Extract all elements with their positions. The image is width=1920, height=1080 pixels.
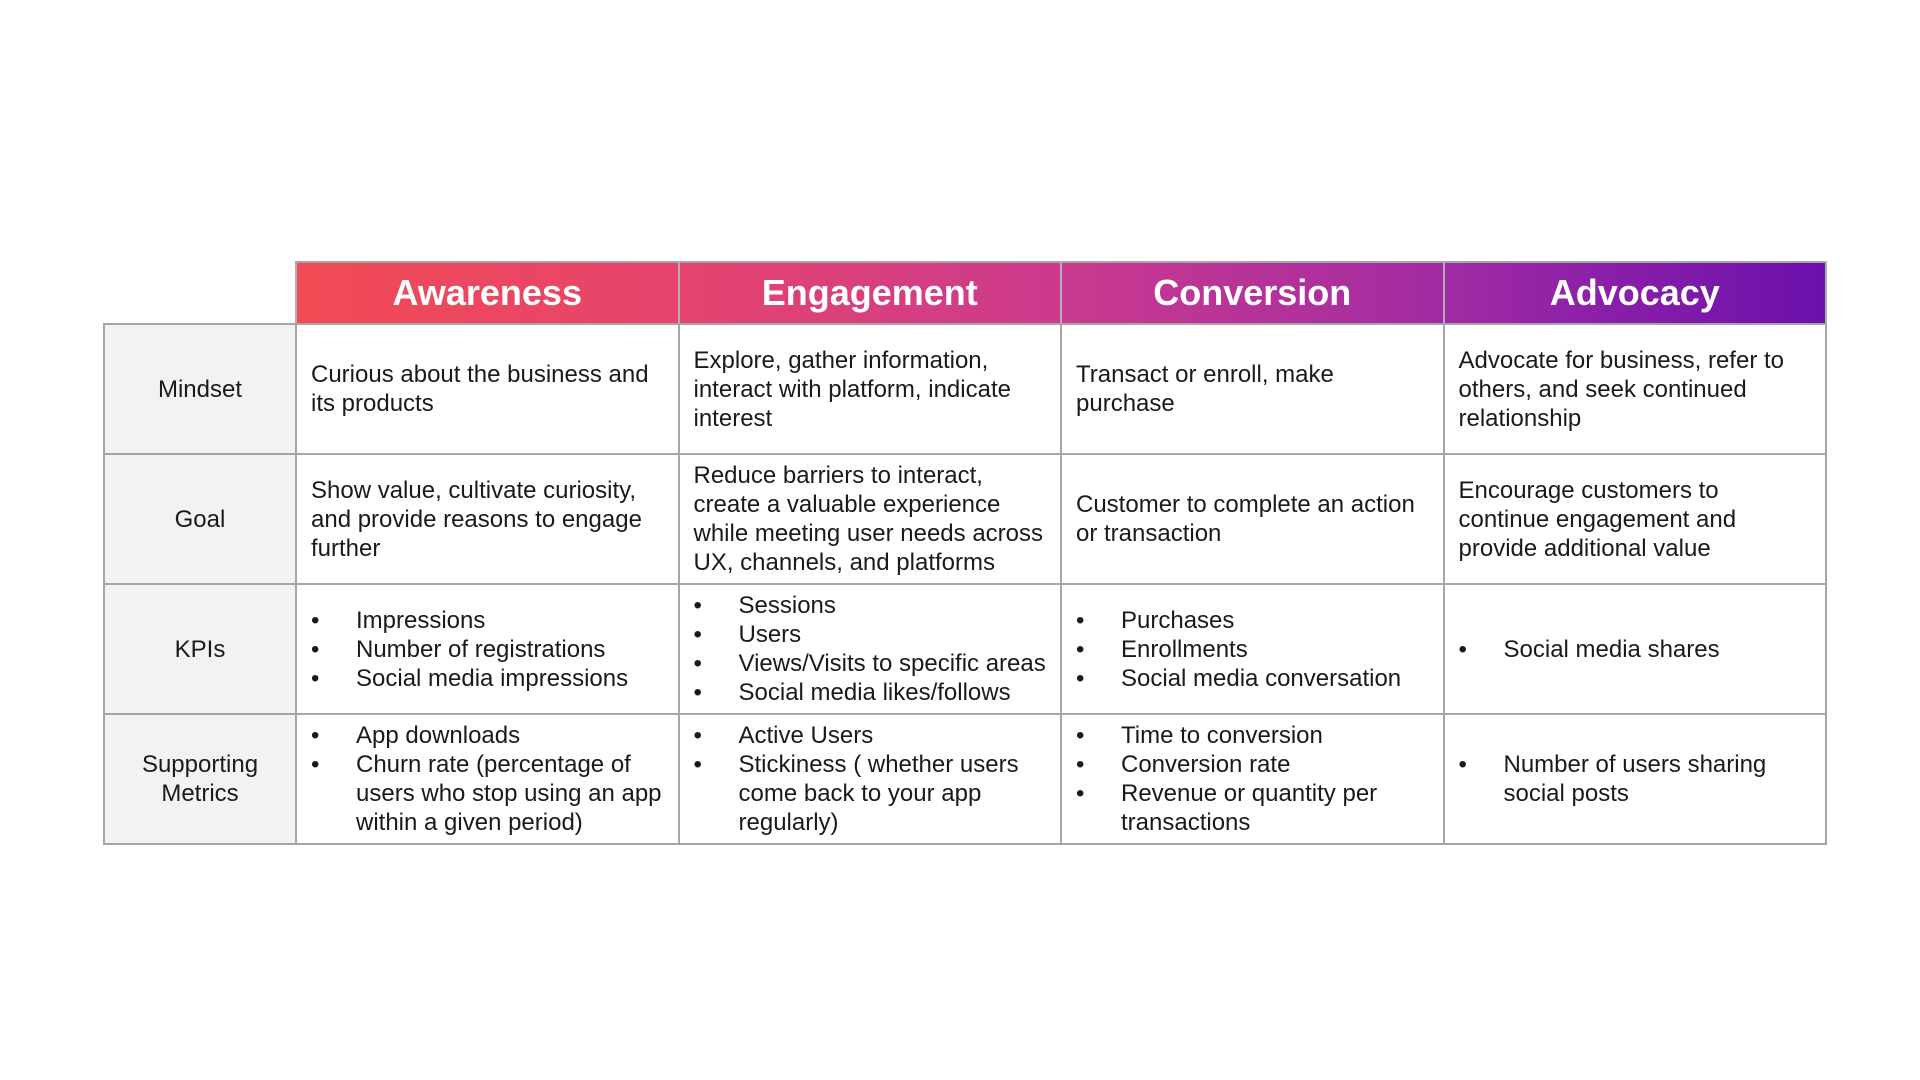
list-item-text: Users bbox=[738, 621, 802, 648]
list-item: • Social media conversation bbox=[1076, 664, 1433, 693]
list-item-text: Time to conversion bbox=[1121, 722, 1323, 749]
bullet-icon: • bbox=[693, 621, 702, 648]
metrics-cell-awareness: • App downloads • Churn rate (percentage o… bbox=[295, 713, 680, 845]
list-item-text: Revenue or quantity per transactions bbox=[1121, 780, 1378, 836]
bullet-icon: • bbox=[1076, 780, 1085, 807]
list-item: • Stickiness ( whether users come back to… bbox=[694, 750, 1051, 837]
bullet-icon: • bbox=[693, 679, 702, 706]
list-item-text: Active Users bbox=[738, 722, 874, 749]
mindset-cell-conversion: Transact or enroll, make purchase bbox=[1060, 323, 1445, 455]
kpi-list-engagement: • Sessions • Users • Views/Visits to specif… bbox=[694, 591, 1051, 707]
table-row-kpis: KPIs • Impressions • Number of registratio… bbox=[103, 583, 1827, 715]
bullet-icon: • bbox=[1458, 751, 1467, 778]
bullet-icon: • bbox=[693, 650, 702, 677]
list-item-text: Social media likes/follows bbox=[738, 679, 1011, 706]
list-item: • Churn rate (percentage of users who sto… bbox=[311, 750, 668, 837]
row-label-mindset: Mindset bbox=[103, 323, 297, 455]
bullet-icon: • bbox=[1076, 664, 1085, 692]
kpi-list-awareness: • Impressions • Number of registrations • S… bbox=[311, 606, 668, 693]
bullet-icon: • bbox=[1458, 635, 1467, 663]
metrics-cell-conversion: • Time to conversion • Conversion rate • Re… bbox=[1060, 713, 1445, 845]
list-item-text: Enrollments bbox=[1121, 635, 1248, 663]
list-item: • Impressions bbox=[311, 606, 668, 635]
list-item-text: Social media shares bbox=[1503, 635, 1720, 663]
stage-header-awareness: Awareness bbox=[295, 261, 680, 325]
list-item: • Purchases bbox=[1076, 606, 1433, 635]
stage-header-conversion: Conversion bbox=[1060, 261, 1445, 325]
table-row-mindset: Mindset Curious about the business and i… bbox=[103, 323, 1827, 455]
list-item-text: Stickiness ( whether users come back to … bbox=[738, 751, 1019, 836]
goal-cell-awareness: Show value, cultivate curiosity, and pro… bbox=[295, 453, 680, 585]
mindset-cell-advocacy: Advocate for business, refer to others, … bbox=[1442, 323, 1827, 455]
kpi-list-conversion: • Purchases • Enrollments • Social media co… bbox=[1076, 606, 1433, 693]
list-item-text: App downloads bbox=[356, 722, 521, 749]
list-item: • Sessions bbox=[694, 591, 1051, 620]
mindset-cell-awareness: Curious about the business and its produ… bbox=[295, 323, 680, 455]
stage-header-engagement: Engagement bbox=[677, 261, 1062, 325]
list-item: • Users bbox=[694, 620, 1051, 649]
metrics-list-engagement: • Active Users • Stickiness ( whether user… bbox=[694, 721, 1051, 837]
list-item: • Views/Visits to specific areas bbox=[694, 649, 1051, 678]
table-row-supporting-metrics: Supporting Metrics • App downloads • Churn… bbox=[103, 713, 1827, 845]
kpis-cell-conversion: • Purchases • Enrollments • Social media co… bbox=[1060, 583, 1445, 715]
list-item: • Enrollments bbox=[1076, 635, 1433, 664]
list-item: • Time to conversion bbox=[1076, 721, 1433, 750]
goal-cell-engagement: Reduce barriers to interact, create a va… bbox=[677, 453, 1062, 585]
list-item: • Number of registrations bbox=[311, 635, 668, 664]
list-item: • Conversion rate bbox=[1076, 750, 1433, 779]
list-item-text: Social media impressions bbox=[356, 664, 629, 692]
list-item: • Social media likes/follows bbox=[694, 678, 1051, 707]
list-item-text: Social media conversation bbox=[1121, 664, 1402, 692]
list-item: • Number of users sharing social posts bbox=[1459, 750, 1816, 808]
list-item-text: Churn rate (percentage of users who stop… bbox=[356, 751, 662, 836]
list-item-text: Number of registrations bbox=[356, 635, 606, 663]
row-label-kpis: KPIs bbox=[103, 583, 297, 715]
goal-cell-conversion: Customer to complete an action or transa… bbox=[1060, 453, 1445, 585]
stage-header-advocacy: Advocacy bbox=[1442, 261, 1827, 325]
list-item-text: Number of users sharing social posts bbox=[1503, 751, 1767, 807]
list-item: • Social media impressions bbox=[311, 664, 668, 693]
row-label-goal: Goal bbox=[103, 453, 297, 585]
list-item-text: Sessions bbox=[738, 592, 836, 619]
bullet-icon: • bbox=[311, 635, 320, 663]
customer-journey-table: Awareness Engagement Conversion Advocacy… bbox=[103, 261, 1827, 845]
table-row-goal: Goal Show value, cultivate curiosity, an… bbox=[103, 453, 1827, 585]
bullet-icon: • bbox=[311, 606, 320, 634]
metrics-cell-engagement: • Active Users • Stickiness ( whether user… bbox=[677, 713, 1062, 845]
list-item: • App downloads bbox=[311, 721, 668, 750]
row-label-supporting-metrics: Supporting Metrics bbox=[103, 713, 297, 845]
metrics-list-advocacy: • Number of users sharing social posts bbox=[1459, 750, 1816, 808]
kpis-cell-advocacy: • Social media shares bbox=[1442, 583, 1827, 715]
list-item: • Revenue or quantity per transactions bbox=[1076, 779, 1433, 837]
kpis-cell-awareness: • Impressions • Number of registrations • S… bbox=[295, 583, 680, 715]
bullet-icon: • bbox=[1076, 606, 1085, 634]
bullet-icon: • bbox=[1076, 635, 1085, 663]
kpis-cell-engagement: • Sessions • Users • Views/Visits to specif… bbox=[677, 583, 1062, 715]
row-label-line: Supporting bbox=[141, 751, 259, 778]
bullet-icon: • bbox=[311, 722, 320, 749]
bullet-icon: • bbox=[311, 664, 320, 692]
bullet-icon: • bbox=[693, 722, 702, 749]
mindset-cell-engagement: Explore, gather information, interact wi… bbox=[677, 323, 1062, 455]
bullet-icon: • bbox=[1076, 751, 1085, 778]
stage-header-row: Awareness Engagement Conversion Advocacy bbox=[104, 261, 1827, 325]
row-label-line: Metrics bbox=[161, 780, 239, 807]
goal-cell-advocacy: Encourage customers to continue engageme… bbox=[1442, 453, 1827, 585]
list-item: • Active Users bbox=[694, 721, 1051, 750]
blank-corner-cell bbox=[104, 262, 296, 324]
bullet-icon: • bbox=[1076, 722, 1085, 749]
metrics-list-awareness: • App downloads • Churn rate (percentage o… bbox=[311, 721, 668, 837]
metrics-list-conversion: • Time to conversion • Conversion rate • Re… bbox=[1076, 721, 1433, 837]
list-item-text: Conversion rate bbox=[1121, 751, 1291, 778]
bullet-icon: • bbox=[693, 751, 702, 778]
bullet-icon: • bbox=[311, 751, 320, 778]
metrics-cell-advocacy: • Number of users sharing social posts bbox=[1442, 713, 1827, 845]
bullet-icon: • bbox=[693, 592, 702, 619]
list-item: • Social media shares bbox=[1459, 635, 1816, 664]
list-item-text: Views/Visits to specific areas bbox=[738, 650, 1046, 677]
kpi-list-advocacy: • Social media shares bbox=[1459, 635, 1816, 664]
list-item-text: Impressions bbox=[356, 606, 486, 634]
list-item-text: Purchases bbox=[1121, 606, 1235, 634]
